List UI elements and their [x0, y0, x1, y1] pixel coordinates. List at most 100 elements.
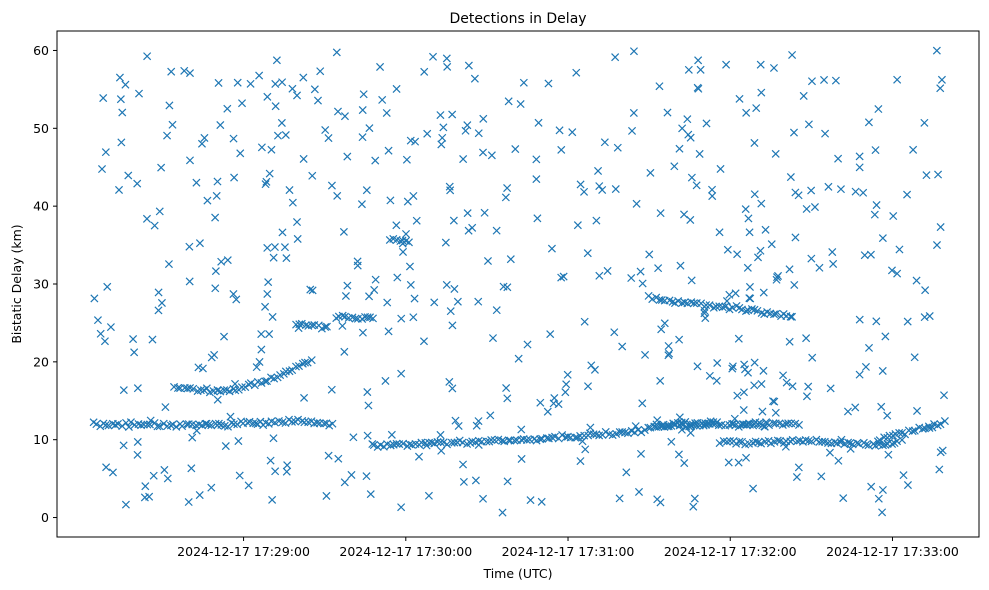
data-point — [269, 434, 278, 443]
data-point — [133, 179, 142, 188]
data-point — [265, 169, 274, 178]
data-point — [828, 248, 837, 257]
data-point — [670, 162, 679, 171]
data-point — [523, 340, 532, 349]
data-point — [157, 163, 166, 172]
data-point — [244, 481, 253, 490]
data-point — [446, 307, 455, 316]
data-point — [406, 136, 415, 145]
data-point — [188, 433, 197, 442]
data-point — [281, 367, 290, 376]
data-point — [615, 494, 624, 503]
data-point — [349, 433, 358, 442]
data-point — [568, 128, 577, 137]
data-point — [586, 423, 595, 432]
data-point — [686, 420, 695, 429]
data-point — [451, 416, 460, 425]
data-point — [503, 283, 512, 292]
data-point — [141, 482, 150, 491]
x-tick-label: 2024-12-17 17:29:00 — [177, 544, 310, 559]
data-point — [735, 437, 744, 446]
data-point — [168, 420, 177, 429]
data-point — [365, 292, 374, 301]
data-point — [922, 171, 931, 180]
data-point — [656, 209, 665, 218]
data-point — [320, 419, 329, 428]
data-point — [789, 128, 799, 137]
data-point — [216, 121, 225, 130]
data-point — [421, 438, 430, 447]
data-point — [580, 187, 589, 196]
data-point — [771, 149, 780, 158]
data-point — [483, 256, 492, 266]
data-point — [261, 377, 270, 386]
data-point — [207, 421, 216, 430]
data-point — [578, 437, 587, 446]
data-point — [133, 384, 142, 393]
data-point — [478, 148, 488, 157]
data-point — [678, 124, 687, 133]
data-point — [321, 322, 330, 331]
data-point — [197, 139, 206, 148]
data-point — [282, 254, 291, 263]
data-point — [815, 263, 824, 272]
data-point — [333, 191, 342, 200]
data-point — [702, 119, 711, 128]
data-point — [113, 419, 122, 428]
data-point — [820, 75, 829, 84]
data-point — [340, 347, 349, 356]
data-point — [730, 414, 739, 423]
data-point — [759, 288, 768, 297]
data-point — [185, 242, 194, 251]
data-point — [750, 358, 759, 367]
data-point — [211, 213, 220, 222]
data-point — [474, 440, 483, 450]
data-point — [236, 149, 245, 158]
data-point — [708, 192, 717, 201]
data-point — [758, 407, 767, 416]
data-point — [687, 173, 696, 182]
data-point — [103, 282, 112, 291]
data-point — [533, 214, 542, 223]
data-point — [189, 384, 198, 393]
data-point — [899, 471, 908, 480]
data-point — [790, 280, 799, 290]
data-point — [428, 52, 438, 61]
data-points — [89, 46, 949, 517]
data-point — [192, 178, 201, 187]
data-point — [307, 321, 316, 330]
data-point — [165, 101, 174, 110]
data-point — [645, 250, 654, 259]
data-point — [185, 277, 194, 286]
data-point — [631, 422, 640, 431]
data-point — [398, 236, 407, 245]
data-point — [378, 95, 387, 104]
data-point — [745, 419, 754, 428]
data-point — [458, 460, 468, 469]
data-point — [728, 303, 737, 312]
data-point — [747, 304, 756, 314]
chart-title: Detections in Delay — [449, 11, 586, 27]
data-point — [398, 247, 408, 256]
data-point — [116, 95, 125, 104]
data-point — [721, 302, 730, 311]
data-point — [664, 421, 673, 430]
data-point — [121, 80, 130, 89]
data-point — [362, 186, 371, 195]
x-tick-label: 2024-12-17 17:31:00 — [502, 544, 635, 559]
data-point — [885, 431, 894, 440]
data-point — [872, 317, 881, 326]
data-point — [734, 334, 743, 343]
data-point — [146, 416, 155, 425]
data-point — [576, 180, 585, 189]
data-point — [839, 494, 848, 503]
data-point — [392, 221, 401, 230]
data-point — [134, 89, 144, 98]
data-point — [306, 285, 315, 294]
data-point — [338, 321, 347, 330]
data-point — [663, 108, 672, 117]
data-point — [161, 403, 170, 412]
data-point — [653, 416, 662, 425]
data-point — [178, 422, 187, 431]
data-point — [292, 218, 302, 227]
